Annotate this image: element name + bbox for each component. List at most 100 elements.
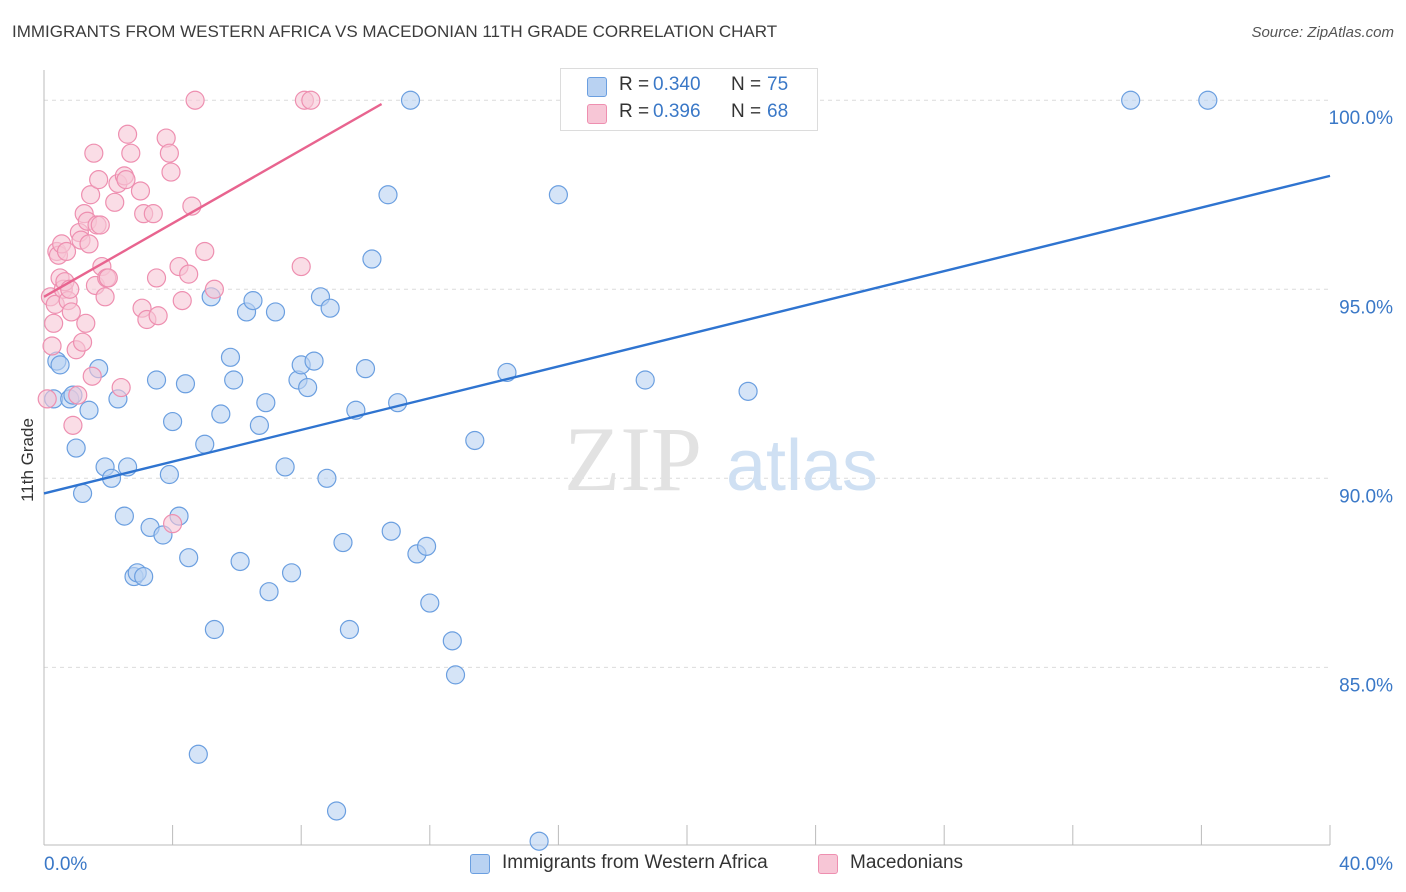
data-point xyxy=(291,256,311,277)
y-tick-label: 90.0% xyxy=(1339,486,1393,507)
trend-line-macedonians xyxy=(43,102,383,298)
data-point xyxy=(420,593,440,613)
legend-swatch-pink xyxy=(818,854,838,874)
data-point xyxy=(548,185,569,205)
x-tick-label: 40.0% xyxy=(1339,854,1393,875)
data-point xyxy=(163,514,183,534)
watermark-atlas: atlas xyxy=(726,426,878,506)
data-point xyxy=(66,438,86,458)
data-point xyxy=(326,801,347,821)
data-point xyxy=(175,374,196,394)
y-tick-label: 85.0% xyxy=(1339,675,1393,696)
source-label: Source: ZipAtlas.com xyxy=(1251,24,1394,41)
data-point xyxy=(529,831,549,851)
trend-lines xyxy=(43,102,1331,495)
data-point xyxy=(130,181,151,201)
data-point xyxy=(134,566,154,587)
data-point xyxy=(400,90,421,110)
data-point xyxy=(84,143,104,163)
data-point xyxy=(243,291,263,311)
data-point xyxy=(90,215,110,235)
legend-n-label: N = xyxy=(731,101,762,122)
watermark: ZIP atlas xyxy=(564,408,878,510)
data-point xyxy=(317,468,337,488)
data-point xyxy=(72,483,93,504)
legend-r-label: R = xyxy=(619,101,650,122)
data-point xyxy=(116,170,136,190)
data-point xyxy=(148,306,168,326)
data-point xyxy=(381,521,401,541)
data-point xyxy=(82,366,102,386)
data-point xyxy=(172,291,192,311)
y-tick-label: 100.0% xyxy=(1329,108,1394,129)
data-point xyxy=(68,385,88,405)
data-point xyxy=(37,389,57,409)
axes xyxy=(43,70,1331,846)
data-point xyxy=(1121,90,1141,110)
data-point xyxy=(89,170,109,190)
data-point xyxy=(159,143,179,163)
data-point xyxy=(220,347,241,367)
series-western-africa xyxy=(44,90,1218,851)
data-point xyxy=(44,313,64,333)
data-point xyxy=(195,241,215,262)
data-point xyxy=(339,619,360,640)
data-point xyxy=(117,124,138,144)
data-point xyxy=(105,192,125,212)
data-point xyxy=(79,400,99,420)
data-points xyxy=(37,90,1218,851)
data-point xyxy=(111,377,131,398)
data-point xyxy=(185,90,205,110)
legend-r-label: R = xyxy=(619,74,650,95)
data-point xyxy=(362,249,382,269)
data-point xyxy=(179,264,199,284)
data-point xyxy=(204,279,224,299)
legend-n-value: 75 xyxy=(767,74,789,95)
data-point xyxy=(1198,90,1218,110)
data-point xyxy=(195,434,215,454)
data-point xyxy=(298,377,318,398)
data-point xyxy=(333,532,353,553)
legend-swatch-pink xyxy=(587,104,607,124)
data-point xyxy=(56,241,77,262)
data-point xyxy=(465,430,485,451)
legend-r-value: 0.340 xyxy=(653,74,701,95)
data-point xyxy=(146,370,167,390)
data-point xyxy=(163,411,183,432)
legend-n-label: N = xyxy=(731,74,762,95)
data-point xyxy=(259,582,279,602)
tick-labels: 100.0% 95.0% 90.0% 85.0% 0.0% 40.0% xyxy=(44,108,1393,875)
legend-r-value: 0.396 xyxy=(653,101,701,122)
data-point xyxy=(442,631,462,651)
data-point xyxy=(211,404,231,424)
data-point xyxy=(179,548,199,568)
data-point xyxy=(98,268,118,288)
data-point xyxy=(159,464,179,485)
data-point xyxy=(301,90,321,110)
data-point xyxy=(249,415,270,435)
data-point xyxy=(265,302,286,322)
data-point xyxy=(256,393,276,413)
data-point xyxy=(121,143,141,163)
data-point xyxy=(445,665,466,685)
series-macedonians xyxy=(37,90,321,534)
watermark-zip: ZIP xyxy=(564,408,702,510)
data-point xyxy=(355,359,376,379)
data-point xyxy=(416,536,437,556)
legend-label: Macedonians xyxy=(850,852,964,873)
data-point xyxy=(378,185,398,205)
data-point xyxy=(95,287,115,307)
trend-line-western-africa xyxy=(43,174,1331,495)
data-point xyxy=(320,298,340,318)
data-point xyxy=(81,185,101,205)
data-point xyxy=(42,336,62,356)
data-point xyxy=(63,415,83,435)
data-point xyxy=(146,268,167,288)
x-tick-label: 0.0% xyxy=(44,854,87,875)
data-point xyxy=(76,313,96,333)
stats-legend: R = 0.340 N = 75 R = 0.396 N = 68 xyxy=(560,68,818,131)
legend-label: Immigrants from Western Africa xyxy=(502,852,768,873)
data-point xyxy=(275,457,295,477)
data-point xyxy=(230,551,250,572)
data-point xyxy=(143,204,163,224)
